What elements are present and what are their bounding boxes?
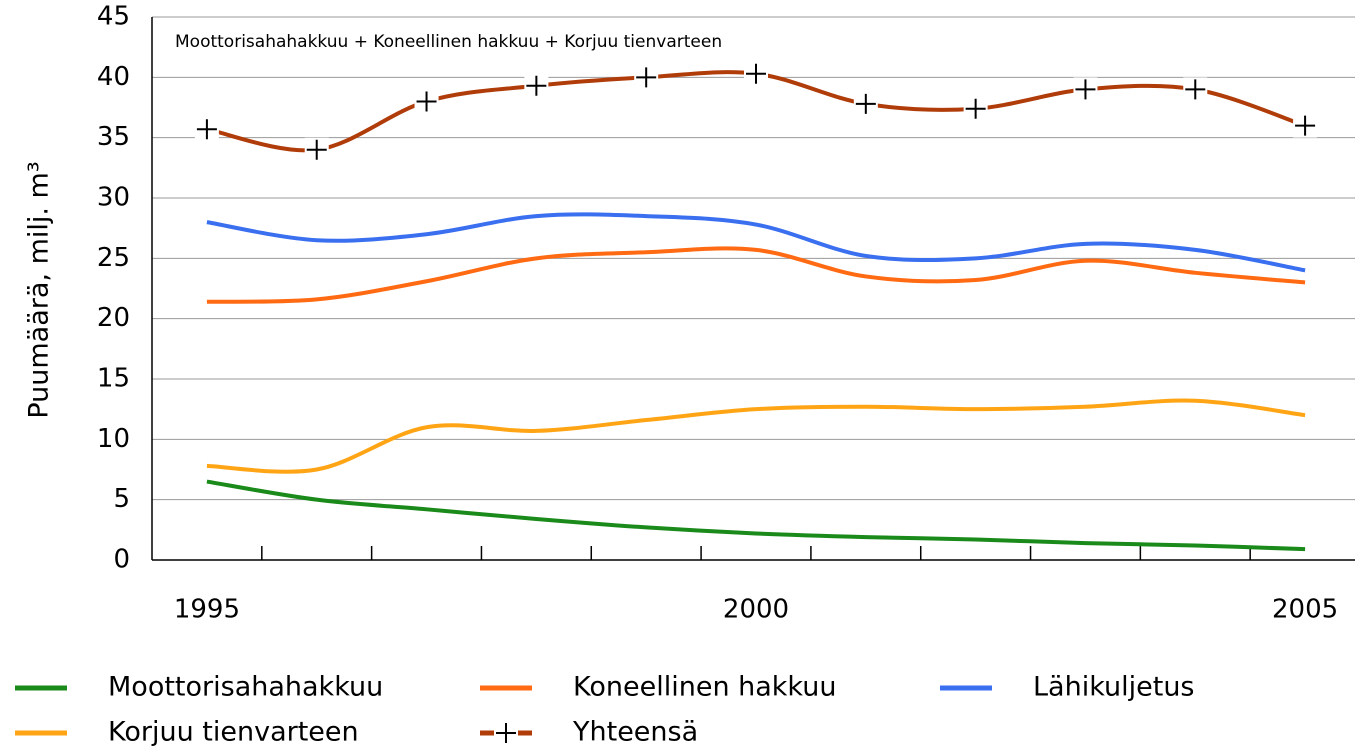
x-tick-label: 2000 xyxy=(723,595,789,625)
marker-plus xyxy=(196,119,217,140)
y-tick-label: 15 xyxy=(97,364,130,394)
x-tick-label: 1995 xyxy=(174,595,240,625)
marker-plus xyxy=(636,67,657,88)
marker xyxy=(744,61,768,86)
y-tick-label: 10 xyxy=(97,424,130,454)
series-line xyxy=(206,246,1306,304)
legend-item: Yhteensä xyxy=(480,717,698,748)
marker xyxy=(634,65,659,90)
marker-plus xyxy=(855,93,876,114)
legend-item: Koneellinen hakkuu xyxy=(480,672,836,703)
marker xyxy=(1073,77,1098,102)
y-tick-label: 30 xyxy=(97,183,130,213)
annotation: Moottorisahahakkuu + Koneellinen hakkuu … xyxy=(175,32,722,52)
marker-plus xyxy=(306,139,327,160)
x-tick-label: 2005 xyxy=(1272,595,1338,625)
marker xyxy=(1183,77,1208,102)
legend-item: Moottorisahahakkuu xyxy=(15,672,383,703)
marker xyxy=(194,117,219,142)
y-tick-label: 40 xyxy=(97,62,130,92)
marker xyxy=(1293,113,1318,138)
marker-plus xyxy=(965,98,986,119)
legend-item: Korjuu tienvarteen xyxy=(15,717,359,748)
marker-plus xyxy=(1295,115,1316,136)
marker-plus xyxy=(1185,79,1206,100)
marker-plus xyxy=(1075,79,1096,100)
marker xyxy=(414,89,439,114)
legend-label: Korjuu tienvarteen xyxy=(108,717,359,748)
marker xyxy=(853,91,878,116)
marker xyxy=(524,73,549,98)
marker xyxy=(304,137,329,162)
y-tick-label: 20 xyxy=(97,303,130,333)
series-line xyxy=(206,212,1306,273)
legend-marker xyxy=(496,723,516,743)
legend-label: Yhteensä xyxy=(572,717,698,748)
y-tick-label: 45 xyxy=(97,2,130,32)
legend-label: Moottorisahahakkuu xyxy=(108,672,383,703)
marker-plus xyxy=(746,63,766,84)
y-tick-label: 25 xyxy=(97,243,130,273)
y-tick-label: 5 xyxy=(113,484,130,514)
series-line xyxy=(206,479,1306,552)
series-line xyxy=(206,398,1306,474)
legend-label: Koneellinen hakkuu xyxy=(573,672,836,703)
legend-item: Lähikuljetus xyxy=(940,672,1195,703)
legend-label: Lähikuljetus xyxy=(1033,672,1195,703)
y-axis-label: Puumäärä, milj. m³ xyxy=(24,161,55,418)
marker xyxy=(963,96,988,121)
marker-plus xyxy=(526,75,547,96)
y-tick-label: 35 xyxy=(97,122,130,152)
marker-plus xyxy=(416,91,437,112)
y-tick-label: 0 xyxy=(113,545,130,575)
